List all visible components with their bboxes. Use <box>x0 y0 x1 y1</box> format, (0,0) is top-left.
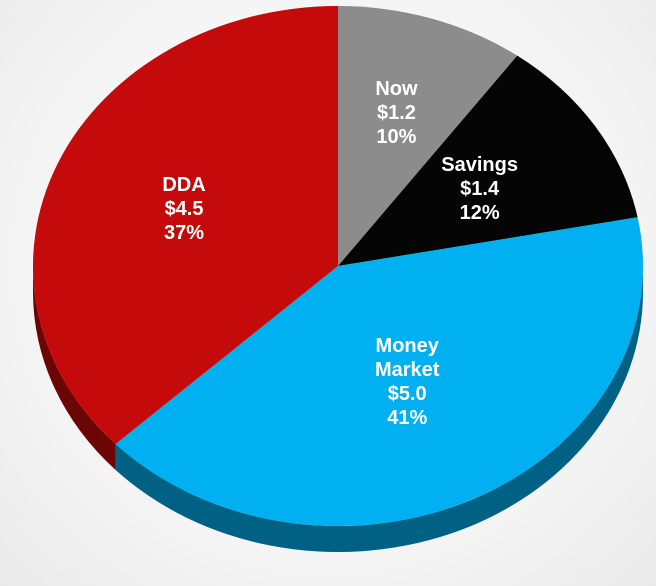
value-label: 12% <box>459 202 500 225</box>
value-label: 10% <box>376 125 417 148</box>
amount-label: $1.2 <box>376 101 416 124</box>
slice <box>338 6 518 266</box>
slice-label: Savings $1.4 12% <box>415 153 545 225</box>
slice-label: Money Market $5.0 41% <box>352 334 462 430</box>
amount-label: $4.5 <box>164 198 204 221</box>
category-label: Now <box>375 77 418 100</box>
slice-side <box>115 266 644 552</box>
value-label: 37% <box>164 222 205 245</box>
slice <box>33 5 339 444</box>
category-label: Savings <box>441 154 518 177</box>
value-label: 41% <box>387 406 428 429</box>
slice <box>338 55 638 267</box>
amount-label: $1.4 <box>460 178 500 201</box>
slice-side <box>33 266 116 470</box>
slice-label: Now $1.2 10% <box>331 77 461 149</box>
slice <box>115 217 643 526</box>
amount-label: $5.0 <box>387 382 427 405</box>
category-label: Money Market <box>374 334 440 381</box>
category-label: DDA <box>162 174 206 197</box>
slice-label: DDA $4.5 37% <box>119 173 249 245</box>
